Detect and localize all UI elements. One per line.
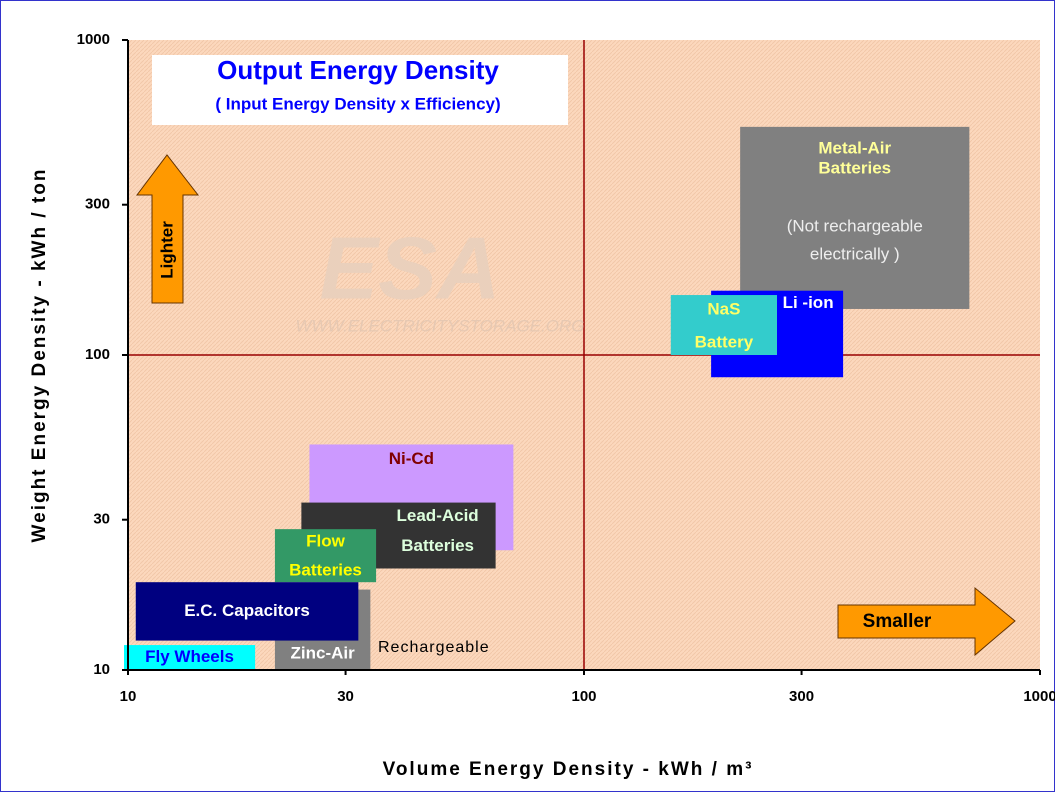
region: [123, 645, 256, 670]
chart-title: Output Energy Density: [217, 55, 499, 85]
smaller-arrow: [837, 586, 1016, 657]
y-tick-label: 10: [93, 661, 110, 678]
region-label: Ni-Cd: [389, 449, 434, 468]
x-tick-label: 300: [789, 688, 814, 705]
region: [670, 295, 778, 355]
x-tick-label: 30: [337, 688, 354, 705]
region-label: Battery: [695, 333, 754, 352]
y-tick-label: 30: [93, 511, 110, 528]
x-tick-label: 10: [120, 688, 137, 705]
watermark-url: WWW.ELECTRICITYSTORAGE.ORG: [295, 316, 584, 335]
lighter-arrow: [136, 154, 200, 304]
chart-subtitle: ( Input Energy Density x Efficiency): [215, 94, 500, 113]
region: [274, 529, 377, 583]
x-axis-label: Volume Energy Density - kWh / m³: [383, 759, 754, 780]
lighter-label: Lighter: [157, 221, 176, 279]
region-label: Lead-Acid: [397, 506, 479, 525]
y-axis-label: Weight Energy Density - kWh / ton: [29, 168, 50, 543]
region-label: Metal-Air: [818, 138, 891, 157]
region-label: NaS: [707, 300, 740, 319]
region-label: Batteries: [289, 561, 362, 580]
region-note: electrically ): [810, 244, 900, 263]
watermark: ESA: [320, 218, 501, 317]
region-label: E.C. Capacitors: [184, 601, 310, 620]
region-label: Fly Wheels: [145, 647, 234, 666]
y-tick-label: 300: [85, 196, 110, 213]
region: [135, 582, 359, 641]
x-tick-label: 1000: [1023, 688, 1055, 705]
x-tick-label: 100: [571, 688, 596, 705]
region-label: Zinc-Air: [291, 643, 356, 662]
region-label: Flow: [306, 532, 345, 551]
rechargeable-label: Rechargeable: [378, 639, 490, 656]
region-label: Batteries: [818, 158, 891, 177]
region: [740, 126, 970, 309]
region-note: (Not rechargeable: [787, 216, 923, 235]
y-tick-label: 100: [85, 346, 110, 363]
region-label: Li -ion: [783, 293, 834, 312]
smaller-label: Smaller: [863, 611, 932, 632]
title-box: [152, 55, 568, 125]
region-label: Batteries: [401, 536, 474, 555]
y-tick-label: 1000: [77, 31, 110, 48]
